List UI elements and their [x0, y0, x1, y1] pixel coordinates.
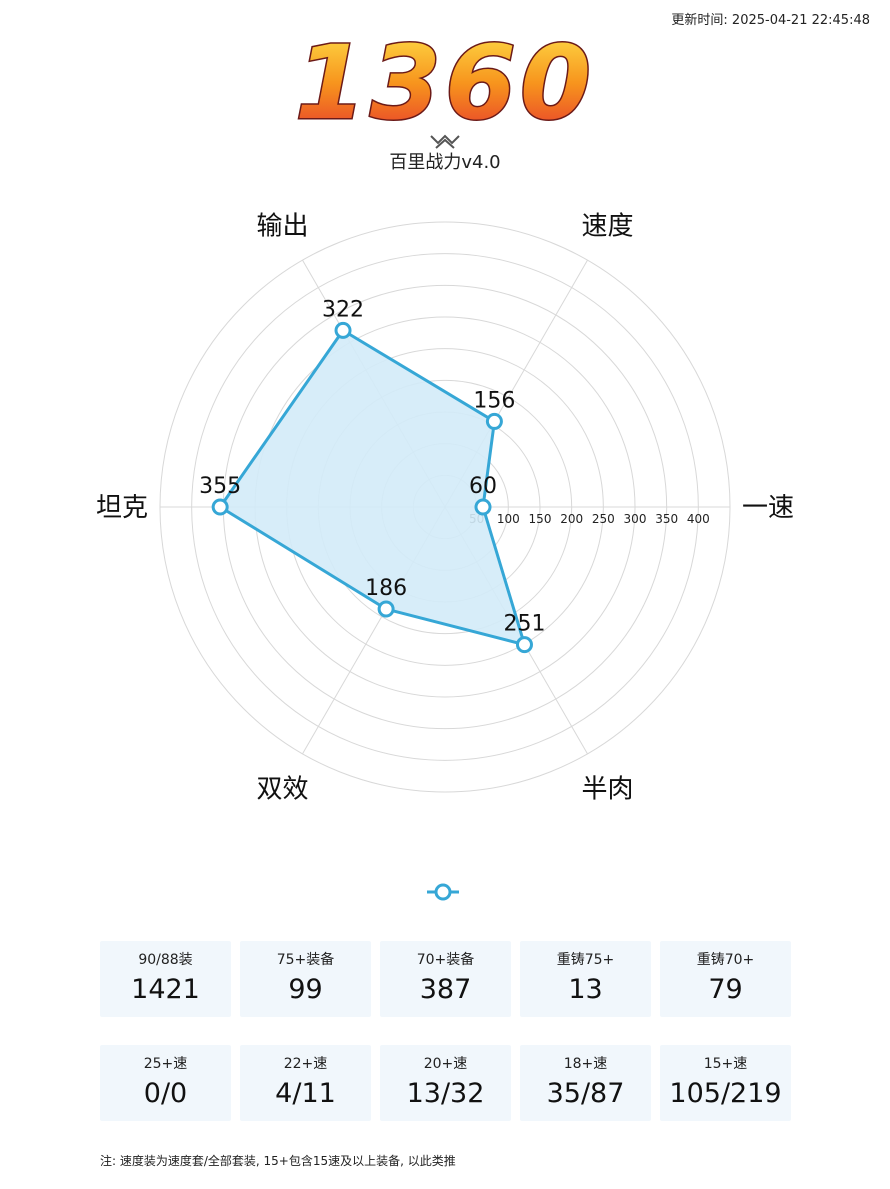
data-point: [334, 321, 352, 339]
radial-tick-label: 100: [497, 512, 520, 526]
stat-label: 重铸75+: [556, 952, 615, 968]
radial-tick-label: 400: [687, 512, 710, 526]
data-label: 156: [473, 388, 515, 413]
stat-label: 25+速: [143, 1056, 188, 1072]
stat-card-speed-25: 25+速 0/0: [100, 1045, 231, 1121]
data-point: [515, 636, 533, 654]
stat-card-speed-22: 22+速 4/11: [240, 1045, 371, 1121]
stat-label: 重铸70+: [696, 952, 755, 968]
stat-label: 70+装备: [416, 952, 475, 968]
stat-value: 35/87: [546, 1078, 625, 1109]
radial-tick-label: 300: [624, 512, 647, 526]
data-label: 60: [469, 474, 497, 499]
data-point: [377, 600, 395, 618]
equipment-stats-row: 90/88装 1421 75+装备 99 70+装备 387 重铸75+ 13 …: [100, 941, 791, 1017]
radial-tick-label: 350: [655, 512, 678, 526]
stat-label: 20+速: [423, 1056, 468, 1072]
axis-label: 半肉: [581, 774, 633, 804]
radial-tick-label: 150: [529, 512, 552, 526]
data-point: [474, 498, 492, 516]
speed-stats-row: 25+速 0/0 22+速 4/11 20+速 13/32 18+速 35/87…: [100, 1045, 791, 1121]
stat-label: 90/88装: [138, 952, 193, 968]
stat-card-speed-15: 15+速 105/219: [660, 1045, 791, 1121]
stat-card-speed-18: 18+速 35/87: [520, 1045, 651, 1121]
stat-value: 387: [419, 974, 472, 1005]
axis-label: 一速: [742, 493, 794, 523]
axis-label: 坦克: [96, 493, 148, 523]
data-point: [211, 498, 229, 516]
score-logo: 1360 百里战力v4.0: [250, 23, 640, 173]
data-label: 355: [199, 474, 241, 499]
legend-series-marker: [427, 883, 459, 901]
data-label: 251: [503, 612, 545, 637]
stat-value: 13/32: [406, 1078, 485, 1109]
axis-label: 输出: [256, 212, 308, 242]
radar-chart: 50100150200250300350400一速速度输出坦克双效半肉60156…: [96, 212, 794, 805]
subtitle: 百里战力v4.0: [389, 152, 500, 173]
data-label: 186: [365, 576, 407, 601]
stat-value: 13: [568, 974, 603, 1005]
stat-card-70-gear: 70+装备 387: [380, 941, 511, 1017]
footnote: 注: 速度装为速度套/全部套装, 15+包含15速及以上装备, 以此类推: [100, 1154, 456, 1168]
axis-label: 双效: [256, 774, 308, 804]
radial-tick-label: 200: [560, 512, 583, 526]
stat-card-reforge-70: 重铸70+ 79: [660, 941, 791, 1017]
stat-value: 0/0: [143, 1078, 188, 1109]
stat-value: 99: [288, 974, 323, 1005]
stat-value: 1421: [131, 974, 200, 1005]
score-number: 1360: [295, 24, 595, 143]
stat-label: 22+速: [283, 1056, 328, 1072]
stat-value: 105/219: [669, 1078, 782, 1109]
data-point: [485, 412, 503, 430]
stat-card-90-88-gear: 90/88装 1421: [100, 941, 231, 1017]
axis-label: 速度: [581, 212, 633, 242]
update-timestamp: 更新时间: 2025-04-21 22:45:48: [671, 13, 870, 28]
stat-card-reforge-75: 重铸75+ 13: [520, 941, 651, 1017]
radial-tick-label: 250: [592, 512, 615, 526]
stat-label: 15+速: [703, 1056, 748, 1072]
stat-card-75-gear: 75+装备 99: [240, 941, 371, 1017]
stat-value: 79: [708, 974, 743, 1005]
stat-card-speed-20: 20+速 13/32: [380, 1045, 511, 1121]
stat-label: 75+装备: [276, 952, 335, 968]
data-label: 322: [322, 297, 364, 322]
stat-value: 4/11: [275, 1078, 336, 1109]
divider-ornament-icon: [430, 134, 460, 149]
stat-label: 18+速: [563, 1056, 608, 1072]
